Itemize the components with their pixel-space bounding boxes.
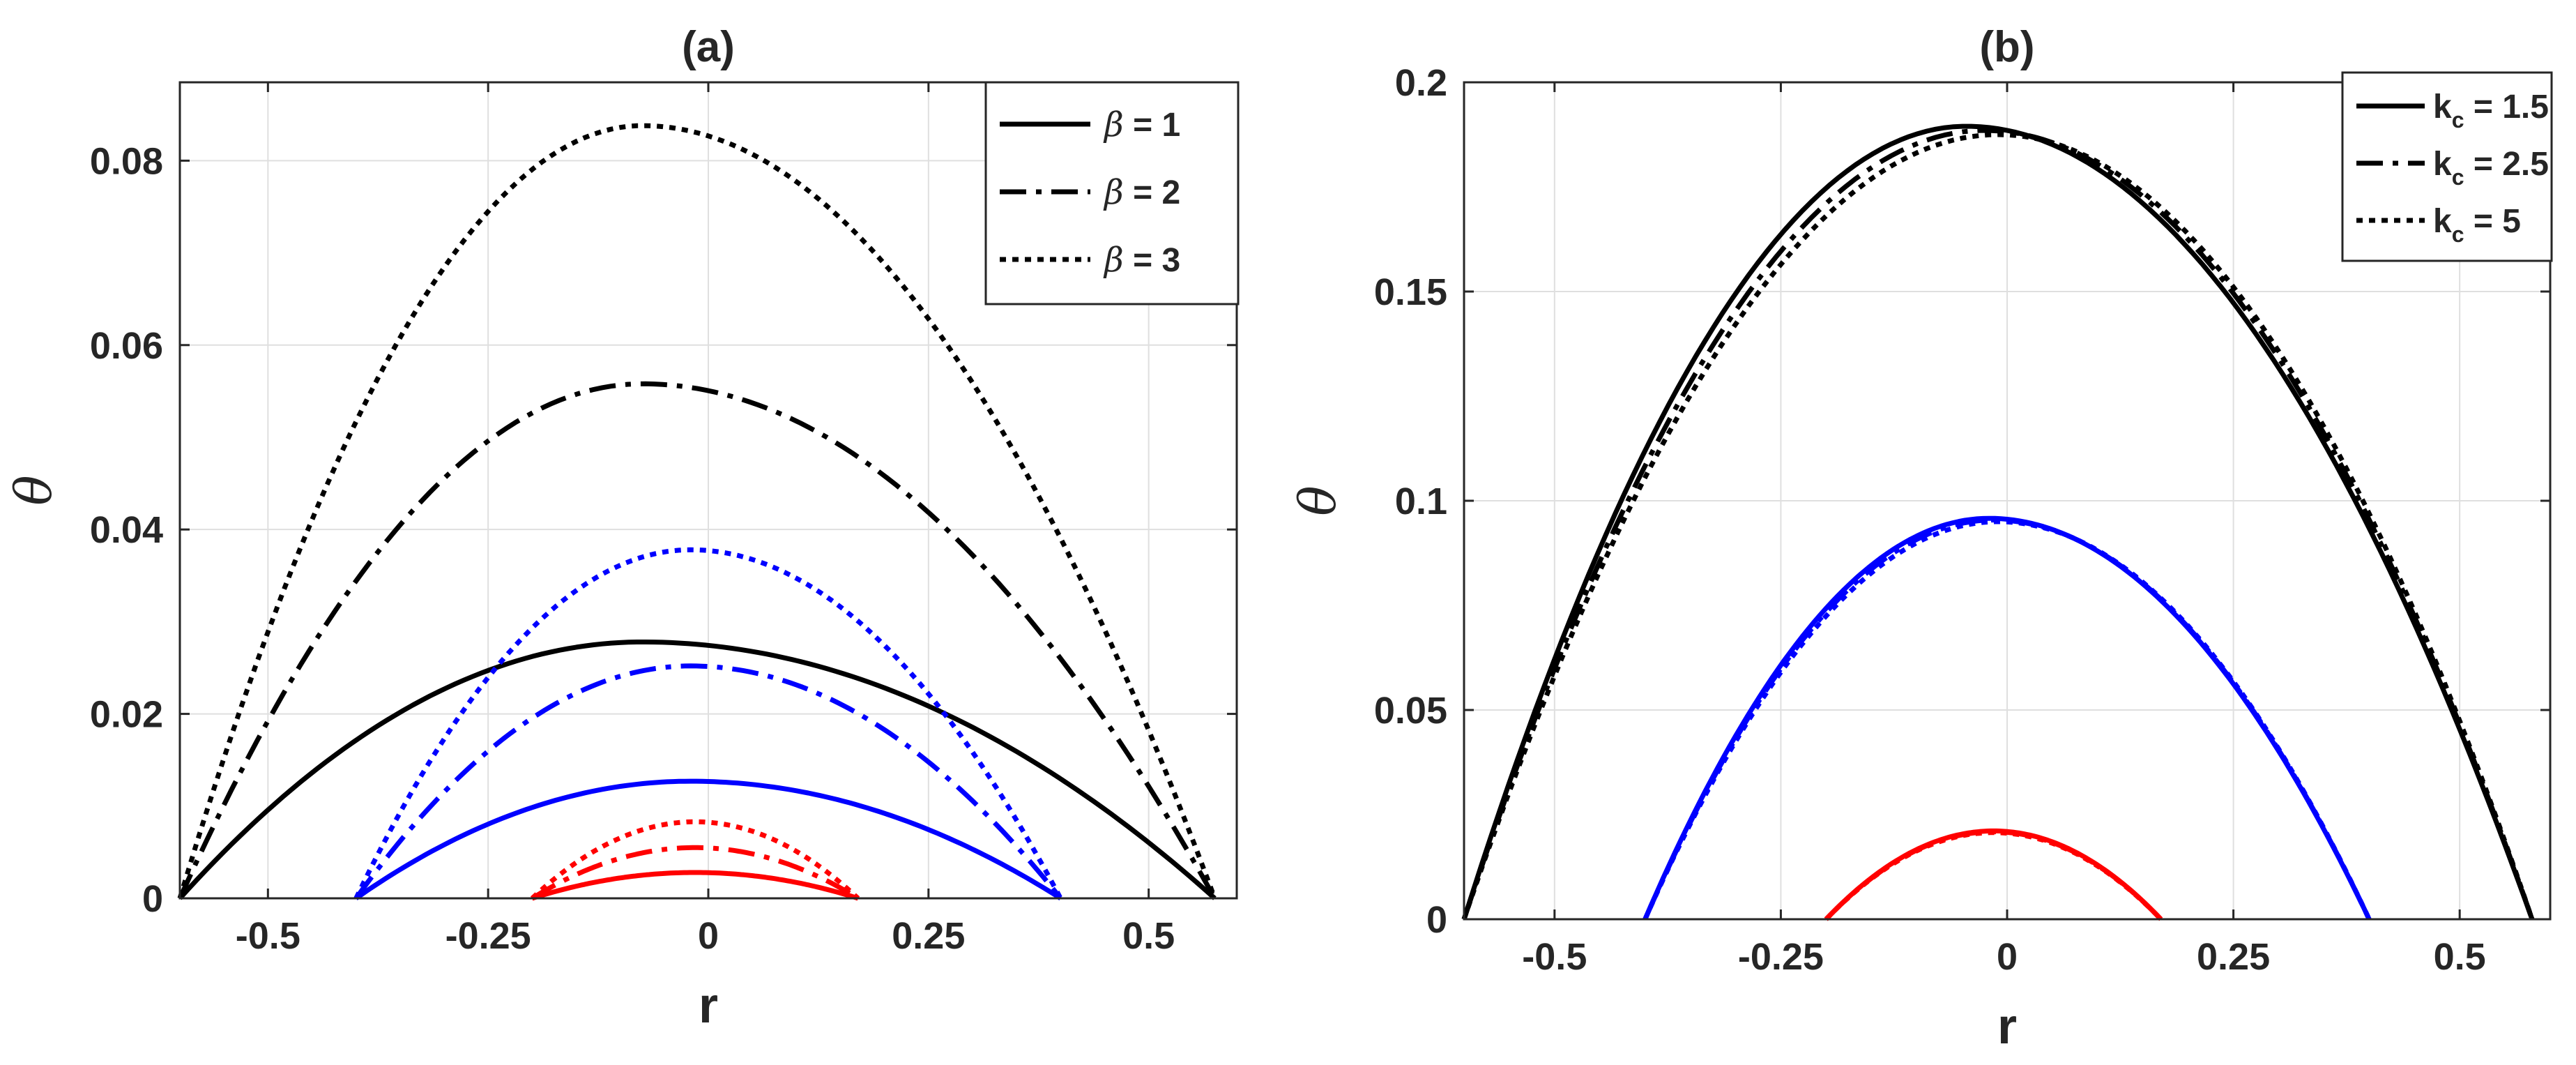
chart-a: -0.5 -0.25 0 0.25 0.5 0 0.02 0.04 0.06 0.08 (a) r θ β… [4,23,1240,1034]
y-axis-label: θ [4,475,63,505]
legend-label: kc = 1.5 [2433,89,2549,133]
y-tick-label: 0.1 [1395,481,1447,522]
x-axis-label: r [1997,999,2017,1055]
legend: kc = 1.5kc = 2.5kc = 5 [2341,71,2553,262]
x-tick-label: -0.25 [1738,936,1824,978]
ticks: -0.5 -0.25 0 0.25 0.5 0 0.02 0.04 0.06 0.08 [90,82,1237,957]
y-axis-label: θ [1288,485,1347,515]
series-line-blue-dotted [353,547,1063,900]
series-line-blue-dashdot [353,663,1063,900]
series-line-red-dashdot [531,845,860,900]
legend-label: β = 3 [1103,241,1180,280]
y-tick-label: 0.02 [90,694,163,736]
legend-symbol: k [2433,203,2452,240]
legend-value: = 3 [1124,242,1180,279]
x-tick-label: 0.5 [1122,915,1175,957]
legend-label: kc = 2.5 [2433,146,2549,190]
x-tick-label: -0.5 [236,915,300,957]
legend-value: = 2.5 [2464,146,2549,183]
y-tick-label: 0.04 [90,509,163,551]
legend-value: = 2 [1124,174,1180,211]
chart-b: -0.5 -0.25 0 0.25 0.5 0 0.05 0.1 0.15 0.2 (b) r θ kc … [1288,23,2553,1055]
series-group [177,123,1217,901]
legend-symbol: β [1103,241,1124,280]
chart-title: (a) [682,23,735,71]
legend-symbol: k [2433,146,2452,183]
legend-subscript: c [2452,107,2464,133]
legend-symbol: β [1103,173,1124,212]
y-tick-label: 0.15 [1374,271,1447,313]
legend-value: = 1 [1124,107,1180,144]
y-tick-label: 0 [1426,899,1447,941]
legend-subscript: c [2452,165,2464,190]
x-tick-label: 0.25 [892,915,965,957]
series-line-blue-dotted [1643,519,2372,921]
chart-title: (b) [1979,23,2034,71]
series-line-black-solid [178,640,1217,900]
y-tick-label: 0 [142,878,163,920]
legend-label: β = 1 [1103,105,1180,144]
ticks: -0.5 -0.25 0 0.25 0.5 0 0.05 0.1 0.15 0.2 [1374,62,2550,978]
y-tick-label: 0.06 [90,325,163,367]
series-group [1461,123,2535,921]
series-line-black-dotted [1461,132,2535,921]
x-axis-label: r [699,978,718,1034]
series-line-blue-solid [354,778,1062,900]
y-tick-label: 0.2 [1395,62,1447,104]
x-tick-label: 0.25 [2197,936,2270,978]
legend-box [984,81,1240,305]
legend-subscript: c [2452,222,2464,247]
series-line-black-dashdot [177,381,1217,900]
series-line-black-dotted [177,123,1217,900]
series-line-red-solid [531,870,859,901]
legend-label: β = 2 [1103,173,1180,212]
legend: β = 1β = 2β = 3 [984,81,1240,305]
legend-value: = 1.5 [2464,89,2549,126]
legend-label: kc = 5 [2433,203,2521,247]
legend-value: = 5 [2464,203,2521,240]
series-line-red-dotted [1824,830,2163,921]
x-tick-label: 0 [1997,936,2018,978]
y-tick-label: 0.05 [1374,690,1447,732]
series-line-black-dashdot [1461,128,2535,921]
legend-symbol: k [2433,89,2452,126]
x-tick-label: 0.5 [2434,936,2486,978]
x-tick-label: -0.25 [445,915,531,957]
y-tick-label: 0.08 [90,140,163,182]
legend-symbol: β [1103,105,1124,144]
x-tick-label: -0.5 [1522,936,1587,978]
x-tick-label: 0 [698,915,719,957]
